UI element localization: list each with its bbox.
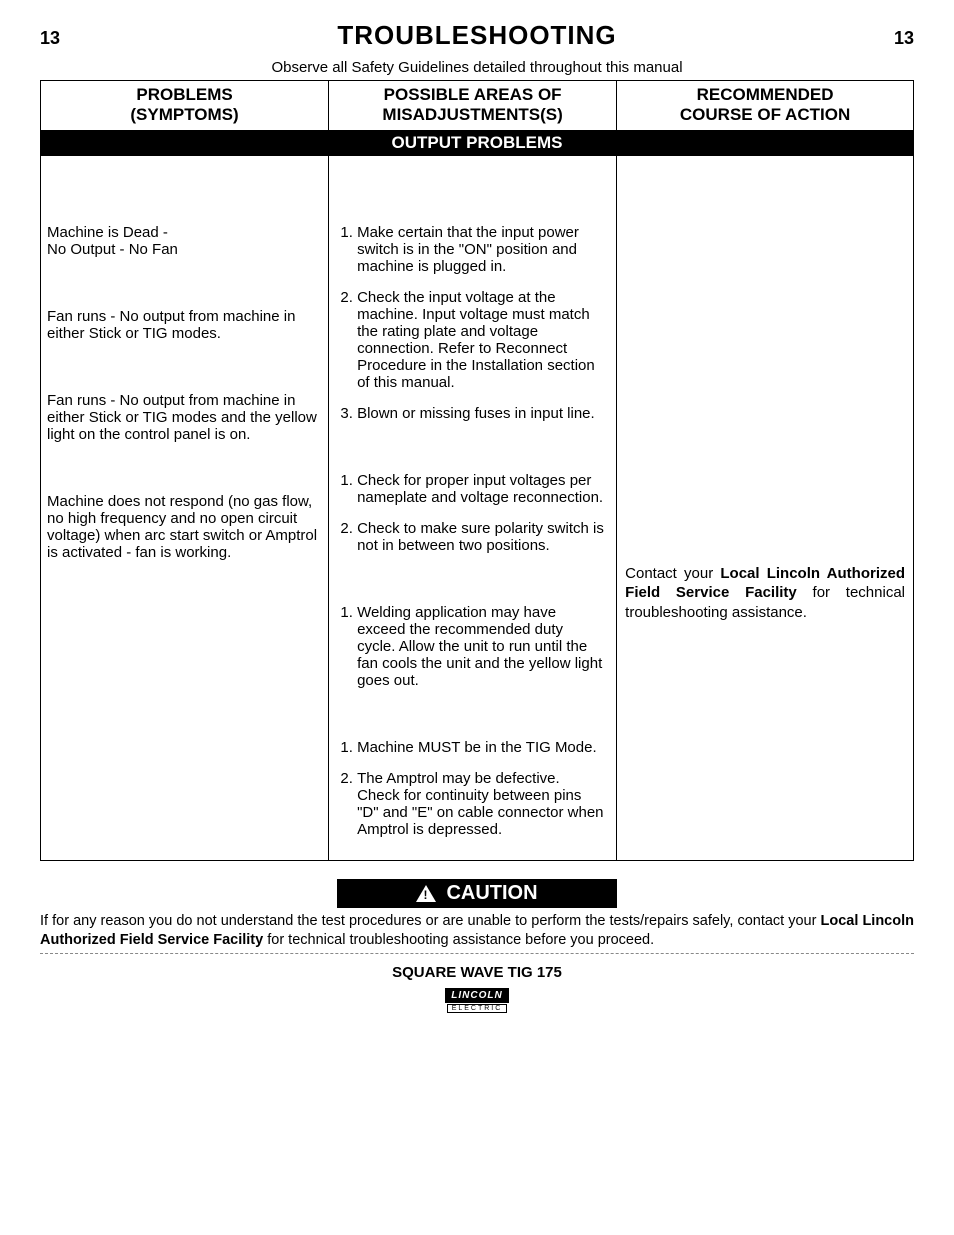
misadjust-item: Check to make sure polarity switch is no… <box>357 520 610 554</box>
caution-body: If for any reason you do not understand … <box>40 912 914 955</box>
caution-prefix: If for any reason you do not understand … <box>40 913 821 929</box>
col-header-recommended-l1: RECOMMENDED <box>697 85 834 104</box>
misadjust-item: Check the input voltage at the machine. … <box>357 289 610 391</box>
page-number-right: 13 <box>894 28 914 49</box>
page-number-left: 13 <box>40 28 60 49</box>
misadjust-item: The Amptrol may be defective. Check for … <box>357 770 610 838</box>
troubleshooting-table: PROBLEMS (SYMPTOMS) POSSIBLE AREAS OF MI… <box>40 80 914 861</box>
page-title: TROUBLESHOOTING <box>337 20 616 51</box>
misadjust-item: Check for proper input voltages per name… <box>357 472 610 506</box>
caution-label: CAUTION <box>446 882 537 905</box>
logo-text: LINCOLN <box>445 988 508 1003</box>
misadjust-item: Make certain that the input power switch… <box>357 224 610 275</box>
misadjust-list: Check for proper input voltages per name… <box>335 472 610 554</box>
misadjust-item: Welding application may have exceed the … <box>357 604 610 689</box>
symptoms-cell: Machine is Dead - No Output - No Fan Fan … <box>41 155 329 860</box>
misadjust-item: Blown or missing fuses in input line. <box>357 405 610 422</box>
caution-banner: CAUTION <box>337 879 617 908</box>
logo-subtext: ELECTRIC <box>447 1004 507 1013</box>
section-output-problems: OUTPUT PROBLEMS <box>41 130 914 155</box>
misadjust-cell: Make certain that the input power switch… <box>329 155 617 860</box>
footer-logo: LINCOLN ELECTRIC <box>40 985 914 1013</box>
col-header-problems: PROBLEMS (SYMPTOMS) <box>41 81 329 131</box>
col-header-recommended: RECOMMENDED COURSE OF ACTION <box>617 81 914 131</box>
col-header-misadjust-l2: MISADJUSTMENTS(S) <box>382 105 562 124</box>
col-header-misadjust: POSSIBLE AREAS OF MISADJUSTMENTS(S) <box>329 81 617 131</box>
rec-prefix: Contact your <box>625 565 720 582</box>
col-header-problems-l2: (SYMPTOMS) <box>130 105 238 124</box>
recommended-cell: Contact your Local Lincoln Authorized Fi… <box>617 155 914 860</box>
symptom-text: Machine is Dead - No Output - No Fan <box>47 224 322 258</box>
misadjust-list: Make certain that the input power switch… <box>335 224 610 422</box>
col-header-recommended-l2: COURSE OF ACTION <box>680 105 850 124</box>
warning-icon <box>416 885 436 902</box>
symptom-text: Machine does not respond (no gas flow, n… <box>47 493 322 561</box>
caution-suffix: for technical troubleshooting assistance… <box>263 932 654 948</box>
page-header: 13 TROUBLESHOOTING 13 <box>40 20 914 51</box>
misadjust-item: Machine MUST be in the TIG Mode. <box>357 739 610 756</box>
recommended-action-text: Contact your Local Lincoln Authorized Fi… <box>623 564 907 623</box>
footer-product-name: SQUARE WAVE TIG 175 <box>40 964 914 981</box>
misadjust-list: Machine MUST be in the TIG Mode. The Ampt… <box>335 739 610 838</box>
col-header-problems-l1: PROBLEMS <box>136 85 232 104</box>
symptom-text: Fan runs - No output from machine in eit… <box>47 392 322 443</box>
misadjust-list: Welding application may have exceed the … <box>335 604 610 689</box>
symptom-text: Fan runs - No output from machine in eit… <box>47 308 322 342</box>
safety-guideline-note: Observe all Safety Guidelines detailed t… <box>40 59 914 76</box>
col-header-misadjust-l1: POSSIBLE AREAS OF <box>384 85 562 104</box>
